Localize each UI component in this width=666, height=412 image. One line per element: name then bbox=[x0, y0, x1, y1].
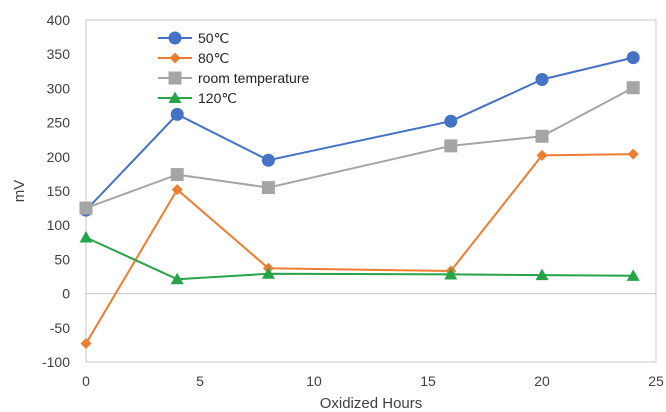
data-point bbox=[536, 149, 548, 161]
legend-marker bbox=[168, 91, 182, 103]
y-tick-label: 350 bbox=[47, 46, 71, 62]
x-tick-label: 20 bbox=[534, 373, 550, 389]
data-point bbox=[626, 269, 640, 281]
y-tick-label: 150 bbox=[47, 183, 71, 199]
data-point bbox=[444, 114, 458, 128]
y-tick-label: -50 bbox=[50, 320, 70, 336]
data-point bbox=[261, 267, 275, 279]
data-point bbox=[626, 51, 640, 65]
data-point bbox=[261, 181, 275, 195]
x-tick-label: 15 bbox=[420, 373, 436, 389]
series-line bbox=[85, 86, 634, 210]
legend-label: 80℃ bbox=[198, 50, 229, 66]
data-point bbox=[535, 129, 549, 143]
y-tick-label: 250 bbox=[47, 115, 71, 131]
x-axis-title: Oxidized Hours bbox=[320, 395, 423, 412]
y-tick-label: 0 bbox=[62, 286, 70, 302]
series-line bbox=[85, 56, 634, 211]
series-line bbox=[85, 236, 634, 281]
legend-label: 120℃ bbox=[198, 90, 237, 106]
y-axis-title: mV bbox=[11, 180, 28, 203]
y-tick-label: 100 bbox=[47, 217, 71, 233]
data-point bbox=[535, 73, 549, 87]
series-lines bbox=[85, 56, 634, 345]
data-point bbox=[444, 139, 458, 153]
data-point bbox=[444, 267, 458, 280]
data-point bbox=[80, 338, 92, 350]
x-axis-ticks: 0 5 10 15 20 25 bbox=[82, 373, 664, 389]
data-point bbox=[79, 201, 93, 215]
data-point bbox=[627, 148, 639, 160]
legend: 50℃ 80℃ room temperature 120℃ bbox=[158, 30, 309, 106]
legend-label: 50℃ bbox=[198, 30, 229, 46]
y-axis-ticks: 400 350 300 250 200 150 100 50 0 -50 -100 bbox=[42, 12, 70, 370]
y-tick-label: 400 bbox=[47, 12, 71, 28]
x-tick-label: 0 bbox=[82, 373, 90, 389]
y-tick-label: 200 bbox=[47, 149, 71, 165]
series-markers bbox=[79, 51, 640, 350]
legend-marker bbox=[168, 31, 182, 45]
data-point bbox=[535, 268, 549, 281]
data-point bbox=[170, 107, 184, 121]
legend-label: room temperature bbox=[198, 70, 309, 86]
data-point bbox=[626, 81, 640, 95]
y-tick-label: 50 bbox=[54, 251, 70, 267]
data-point bbox=[170, 272, 184, 285]
data-point bbox=[261, 153, 275, 167]
data-point bbox=[79, 231, 93, 243]
legend-marker bbox=[169, 52, 181, 64]
legend-marker bbox=[168, 71, 182, 85]
x-tick-label: 25 bbox=[648, 373, 664, 389]
y-tick-label: -100 bbox=[42, 354, 70, 370]
x-tick-label: 5 bbox=[196, 373, 204, 389]
series-line bbox=[85, 153, 634, 345]
x-tick-label: 10 bbox=[306, 373, 322, 389]
data-point bbox=[170, 168, 184, 182]
y-tick-label: 300 bbox=[47, 80, 71, 96]
data-point bbox=[171, 184, 183, 196]
plot-frame bbox=[85, 19, 657, 363]
